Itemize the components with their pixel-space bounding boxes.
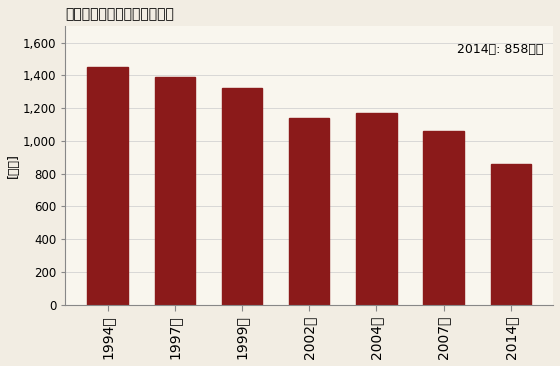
Bar bbox=[289, 118, 329, 305]
Bar bbox=[87, 67, 128, 305]
Bar bbox=[423, 131, 464, 305]
Text: 2014年: 858億円: 2014年: 858億円 bbox=[457, 43, 543, 56]
Bar bbox=[356, 113, 396, 305]
Y-axis label: [億円]: [億円] bbox=[7, 153, 20, 178]
Bar bbox=[491, 164, 531, 305]
Text: 商業の年間商品販売額の推移: 商業の年間商品販売額の推移 bbox=[66, 7, 174, 21]
Bar bbox=[222, 88, 262, 305]
Bar bbox=[155, 77, 195, 305]
